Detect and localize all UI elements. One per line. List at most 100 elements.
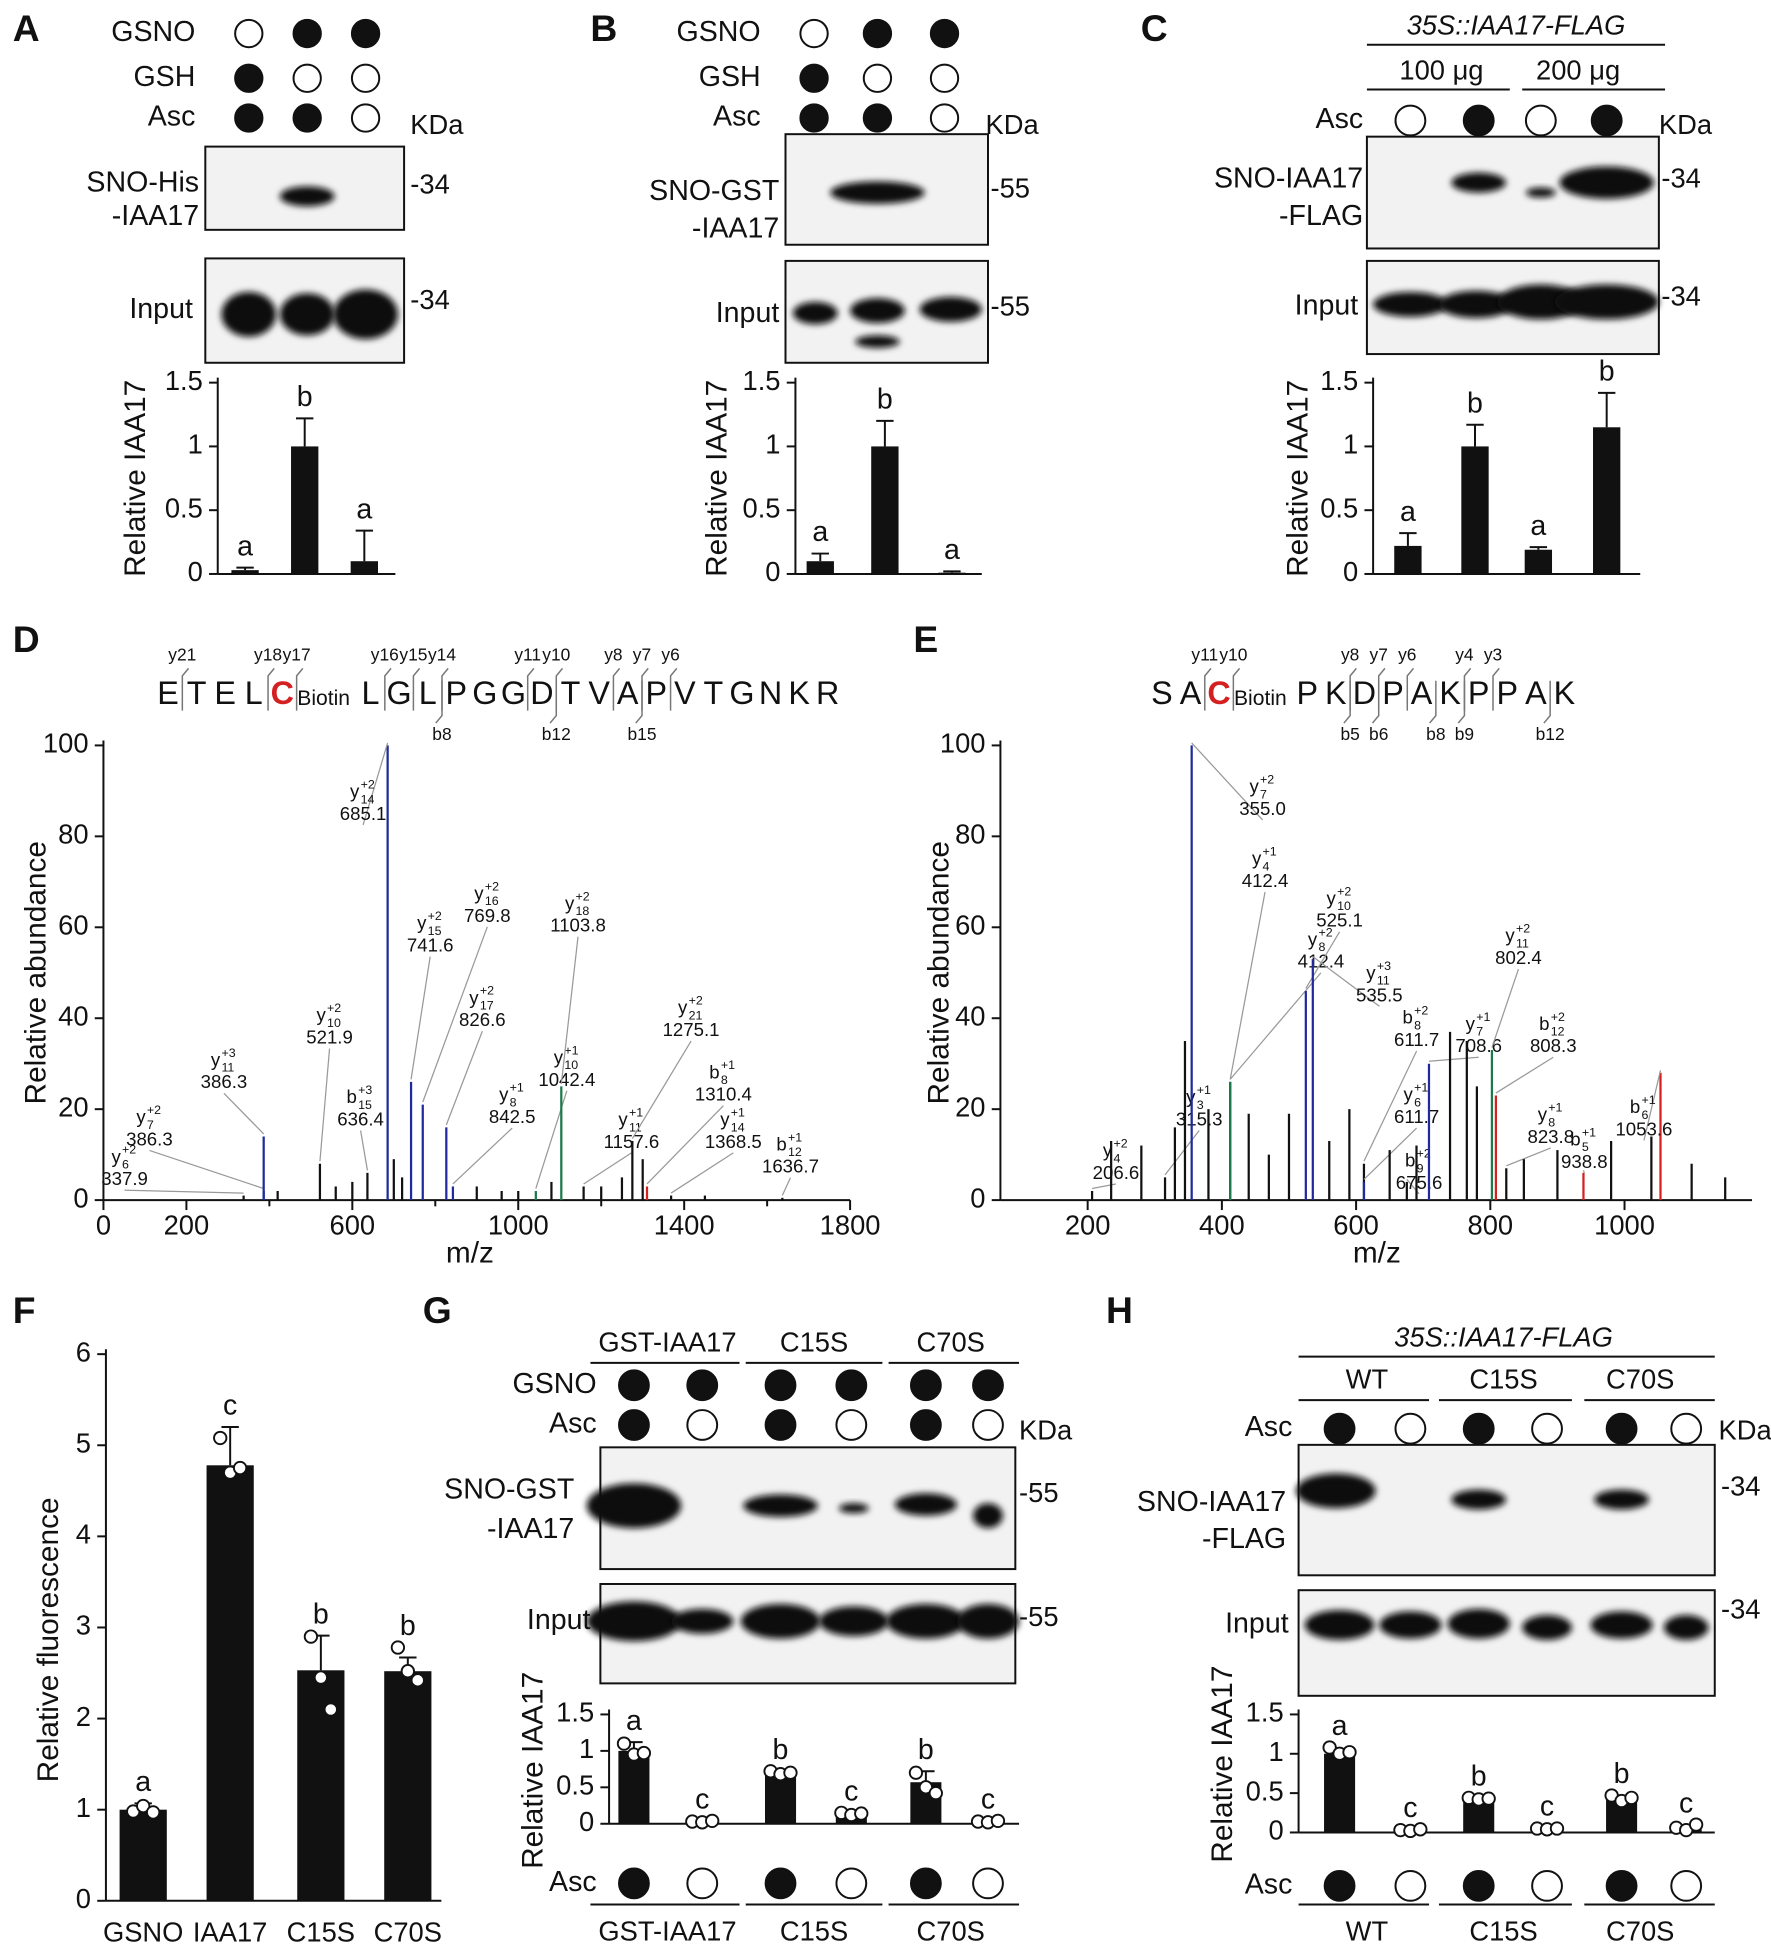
- ion-index: 11: [1377, 974, 1390, 988]
- ion-charge: +2: [327, 1001, 341, 1015]
- group-label: C70S: [917, 1915, 985, 1946]
- y-tick-label: 0.5: [1246, 1775, 1284, 1806]
- y-tick-label: 100: [43, 728, 89, 759]
- treatment-open: [1670, 1412, 1703, 1445]
- peak-mz-label: 938.8: [1561, 1151, 1608, 1172]
- callout: [1495, 1056, 1554, 1094]
- blot-label: SNO-IAA17: [1214, 163, 1363, 195]
- treatment-open: [1394, 104, 1427, 137]
- size-marker: -55: [1019, 1601, 1058, 1632]
- ion-charge: +2: [361, 777, 375, 791]
- data-point: [783, 1765, 798, 1780]
- blot-band: [743, 1494, 818, 1517]
- residue: P: [1297, 675, 1319, 711]
- y-tick-label: 1: [1343, 429, 1358, 460]
- b-ion-label: b9: [1455, 724, 1474, 744]
- residue: D: [1353, 675, 1376, 711]
- data-point: [1549, 1821, 1565, 1836]
- callout: [1506, 1147, 1552, 1167]
- residue: N: [759, 675, 782, 711]
- group-label: C15S: [1469, 1364, 1537, 1395]
- modification: Biotin: [1234, 687, 1287, 710]
- bar: [871, 446, 899, 574]
- peak-mz-label: 412.4: [1298, 951, 1345, 972]
- callout: [1363, 1050, 1418, 1162]
- treatment-filled: [972, 1369, 1004, 1402]
- ion-index: 6: [122, 1158, 129, 1172]
- peak-mz-label: 1103.8: [550, 915, 606, 936]
- modified-residue: C: [271, 675, 294, 711]
- treatment-name: Asc: [549, 1408, 597, 1440]
- blot-band: [830, 181, 925, 204]
- y-ion-label: y11: [1191, 645, 1218, 665]
- y-axis-label: Relative IAA17: [119, 380, 152, 577]
- bar: [384, 1671, 432, 1901]
- x-tick-label: 0: [96, 1210, 111, 1241]
- unit-label: KDa: [986, 109, 1040, 140]
- ion-name: y: [1538, 1104, 1548, 1125]
- blot-label: SNO-His: [86, 166, 199, 198]
- treatment-filled: [929, 18, 960, 49]
- treatment-filled: [862, 18, 893, 49]
- b-ion-label: b8: [432, 724, 451, 744]
- blot-label: -FLAG: [1202, 1523, 1286, 1555]
- treatment-filled: [799, 63, 829, 93]
- blot-label: Input: [1295, 289, 1359, 321]
- ion-charge: +1: [1476, 1010, 1490, 1024]
- blot-label: -FLAG: [1279, 200, 1363, 232]
- residue: V: [674, 675, 696, 711]
- treatment-filled: [1605, 1869, 1638, 1902]
- treatment-open: [972, 1409, 1004, 1441]
- significance-letter: a: [1400, 496, 1416, 528]
- y-ion-label: y21: [168, 645, 196, 665]
- residue: K: [1554, 675, 1576, 711]
- treatment-open: [1394, 1412, 1427, 1445]
- y-tick-label: 60: [955, 910, 985, 941]
- blot-label: Input: [527, 1604, 591, 1636]
- treatment-name: Asc: [148, 101, 196, 133]
- treatment-open: [350, 63, 381, 93]
- blot-band: [279, 293, 335, 336]
- significance-letter: a: [1530, 510, 1546, 542]
- ion-charge: +1: [629, 1105, 643, 1119]
- panel-label: D: [13, 618, 40, 660]
- fragment-bracket: [635, 680, 643, 724]
- y-ion-label: y10: [542, 645, 570, 665]
- fragment-bracket: [295, 667, 304, 711]
- x-tick-label: 1000: [488, 1210, 549, 1241]
- panel-label: F: [13, 1289, 36, 1331]
- callout: [452, 1127, 513, 1185]
- residue: T: [704, 675, 724, 711]
- ion-charge: +1: [1548, 1100, 1562, 1114]
- ion-charge: +2: [1551, 1010, 1565, 1024]
- y-ion-label: y11: [514, 645, 541, 665]
- treatment-filled: [1462, 1412, 1495, 1445]
- peak-mz-label: 386.3: [201, 1071, 248, 1092]
- ion-name: y: [350, 781, 360, 802]
- y-ion-label: y7: [633, 645, 651, 665]
- residue: A: [1525, 675, 1547, 711]
- treatment-filled: [618, 1409, 650, 1441]
- fragment-bracket: [1406, 667, 1415, 711]
- fragment-bracket: [435, 680, 443, 724]
- x-tick-label: 200: [164, 1210, 210, 1241]
- y-tick-label: 40: [955, 1000, 985, 1031]
- blot-band: [1379, 1611, 1442, 1639]
- panel-label: E: [913, 618, 938, 660]
- treatment-name: Asc: [713, 101, 761, 133]
- ion-charge: +2: [1337, 884, 1351, 898]
- y-tick-label: 100: [940, 728, 986, 759]
- y-ion-label: y3: [1484, 645, 1502, 665]
- fragment-bracket: [1343, 680, 1351, 724]
- treatment-open: [1531, 1412, 1563, 1445]
- ion-name: y: [499, 1084, 509, 1105]
- ion-index: 10: [1337, 899, 1351, 913]
- data-point: [1688, 1817, 1704, 1832]
- ion-name: b: [776, 1133, 786, 1154]
- construct-header: 35S::IAA17-FLAG: [1407, 10, 1626, 41]
- ion-index: 10: [327, 1016, 341, 1030]
- peak-mz-label: 823.8: [1527, 1126, 1574, 1147]
- size-marker: -34: [410, 169, 450, 200]
- b-ion-label: b6: [1369, 724, 1388, 744]
- y-tick-label: 3: [76, 1610, 91, 1641]
